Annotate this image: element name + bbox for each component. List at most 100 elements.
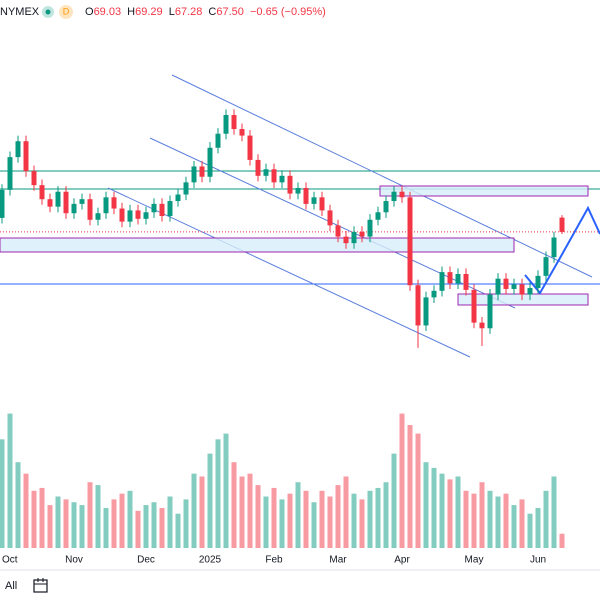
candle-body [367, 219, 373, 237]
volume-bar [135, 510, 141, 548]
volume-bar [351, 493, 357, 548]
candle-body [327, 210, 333, 226]
candle-body [495, 278, 501, 295]
candle-body [487, 294, 493, 329]
candle-body [335, 225, 341, 237]
candle-body [479, 322, 485, 329]
ohlc: O69.03 H69.29 L67.28 C67.50 −0.65 (−0.95… [85, 6, 326, 18]
volume-bar [391, 453, 397, 548]
volume-bar [407, 425, 413, 548]
ohlc-value: 67.28 [175, 6, 203, 18]
volume-bar [327, 496, 333, 548]
candle-body [207, 147, 213, 177]
ohlc-label: O [85, 6, 94, 18]
volume-bar [487, 490, 493, 548]
x-tick-label: Nov [65, 555, 83, 566]
volume-bar [543, 490, 549, 548]
volume-bar [215, 439, 221, 548]
ohlc-value: 67.50 [216, 6, 244, 18]
candle-body [279, 175, 285, 183]
volume-bar [311, 502, 317, 548]
ohlc-label: H [127, 6, 135, 18]
ohlc-value: 69.03 [94, 6, 122, 18]
candle-body [319, 197, 325, 211]
volume-bar [439, 473, 445, 548]
candle-body [391, 191, 397, 202]
volume-bar [55, 496, 61, 548]
exchange: NYMEX [0, 6, 40, 18]
change: −0.65 (−0.95%) [250, 6, 326, 18]
volume-bar [183, 499, 189, 548]
volume-bar [63, 499, 69, 548]
volume-bar [247, 473, 253, 548]
x-tick-label: Dec [137, 555, 155, 566]
candle-body [263, 169, 269, 176]
badge [59, 5, 73, 19]
candle-body [455, 274, 461, 284]
volume-bar [119, 493, 125, 548]
candle-body [167, 201, 173, 217]
volume-bar [15, 462, 21, 548]
volume-bar [287, 493, 293, 548]
x-tick-label: Jun [530, 555, 546, 566]
volume-bar [79, 505, 85, 548]
volume-bar [511, 505, 517, 548]
volume-bar [263, 496, 269, 548]
candle-body [551, 237, 557, 258]
volume-bar [143, 505, 149, 548]
volume-bar [399, 413, 405, 548]
range-button[interactable]: All [5, 580, 17, 592]
volume-bar [71, 502, 77, 548]
volume-bar [167, 496, 173, 548]
candle-body [111, 197, 117, 209]
volume-bar [559, 533, 565, 548]
volume-bar [471, 493, 477, 548]
candle-body [103, 197, 109, 214]
volume-bar [367, 490, 373, 548]
volume-bar [295, 482, 301, 548]
x-tick-label: May [465, 555, 484, 566]
x-tick-label: Mar [329, 555, 347, 566]
x-tick-label: Feb [265, 555, 283, 566]
candle-body [119, 208, 125, 222]
candle-body [359, 231, 365, 237]
header: NYMEX D O69.03 H69.29 L67.28 C67.50 −0.6… [0, 2, 600, 22]
candle-body [471, 289, 477, 323]
candle-body [159, 203, 165, 217]
volume-bar [375, 487, 381, 548]
volume-bar [151, 502, 157, 548]
candle-body [151, 203, 157, 213]
candle-body [31, 171, 37, 186]
candle-body [95, 213, 101, 220]
volume-bar [319, 490, 325, 548]
candle-body [63, 191, 69, 214]
channel-line [107, 187, 471, 358]
candle-body [143, 212, 149, 219]
volume-bar [23, 473, 29, 548]
candle-body [135, 210, 141, 219]
volume-bar [495, 496, 501, 548]
candle-body [447, 272, 453, 284]
volume-bar [383, 482, 389, 548]
candle-body [343, 236, 349, 244]
volume-bar [191, 473, 197, 548]
x-tick-label: Oct [2, 555, 18, 566]
ohlc-value: 69.29 [135, 6, 163, 18]
calendar-icon[interactable] [33, 578, 48, 593]
volume-bar [175, 513, 181, 548]
volume-bar [535, 507, 541, 548]
candle-body [47, 199, 53, 207]
volume-bar [0, 439, 5, 548]
candle-body [255, 159, 261, 176]
candle-body [375, 212, 381, 220]
candle-body [503, 278, 509, 289]
candle-body [303, 187, 309, 204]
candle-body [79, 199, 85, 204]
candle-body [463, 274, 469, 290]
candle-body [223, 115, 229, 134]
volume-bar [551, 476, 557, 548]
badge-text: D [63, 6, 70, 16]
volume-bar [31, 490, 37, 548]
volume-bar [159, 507, 165, 548]
